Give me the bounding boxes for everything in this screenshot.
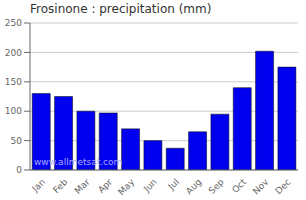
svg-text:Mar: Mar xyxy=(73,177,92,196)
svg-text:Oct: Oct xyxy=(230,177,248,195)
svg-text:Jan: Jan xyxy=(30,177,48,195)
svg-text:150: 150 xyxy=(8,77,22,87)
svg-text:250: 250 xyxy=(8,18,22,28)
svg-text:Nov: Nov xyxy=(251,176,271,196)
svg-text:Apr: Apr xyxy=(96,177,114,195)
svg-text:Sep: Sep xyxy=(207,177,226,196)
svg-text:Dec: Dec xyxy=(273,177,292,196)
html-text:www.allmetsat.com: www.allmetsat.com xyxy=(34,157,123,167)
svg-text:50: 50 xyxy=(11,136,23,146)
svg-text:0: 0 xyxy=(16,165,22,175)
svg-text:200: 200 xyxy=(8,48,22,58)
svg-text:Jun: Jun xyxy=(141,177,159,195)
svg-text:Jul: Jul xyxy=(166,177,181,192)
svg-text:Aug: Aug xyxy=(184,177,204,197)
svg-text:100: 100 xyxy=(8,106,22,116)
svg-text:Feb: Feb xyxy=(51,177,70,196)
html-text:Frosinone : precipitation (mm): Frosinone : precipitation (mm) xyxy=(30,2,212,16)
svg-text:May: May xyxy=(116,176,137,197)
